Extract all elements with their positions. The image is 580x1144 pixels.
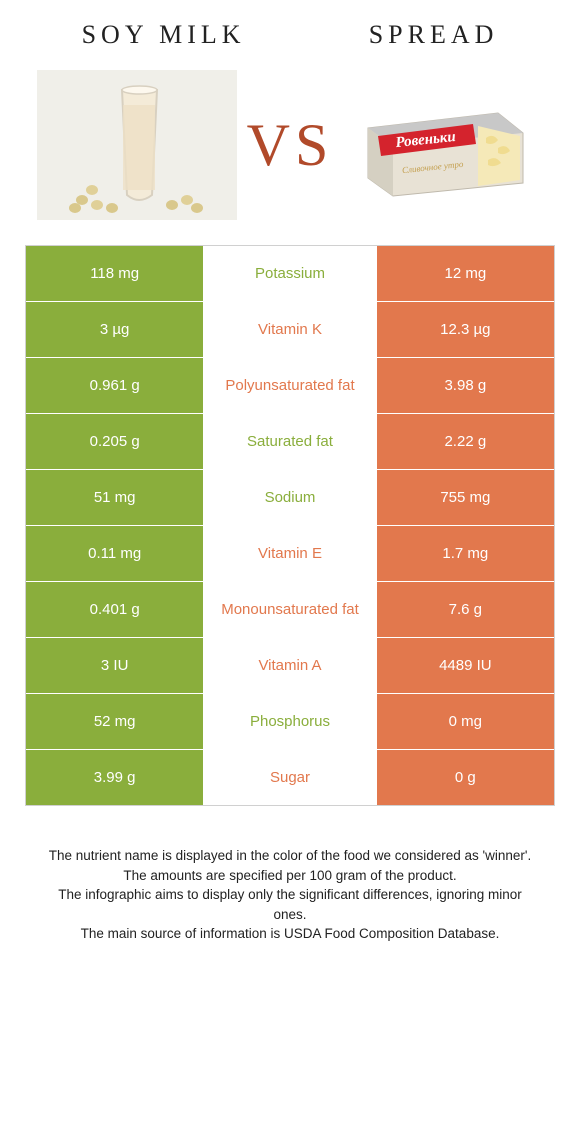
right-value: 1.7 mg xyxy=(377,526,554,581)
soymilk-image xyxy=(37,70,237,220)
footer-line: The infographic aims to display only the… xyxy=(45,885,535,924)
right-value: 12 mg xyxy=(377,246,554,301)
table-row: 52 mgPhosphorus0 mg xyxy=(26,694,554,750)
footer-line: The amounts are specified per 100 gram o… xyxy=(45,866,535,886)
table-row: 0.11 mgVitamin E1.7 mg xyxy=(26,526,554,582)
left-value: 51 mg xyxy=(26,470,203,525)
right-value: 0 mg xyxy=(377,694,554,749)
title-left: Soy milk xyxy=(82,20,246,50)
nutrient-name: Vitamin E xyxy=(203,526,376,581)
images-row: VS Ровеньки Сливочное утро xyxy=(20,70,560,220)
comparison-table: 118 mgPotassium12 mg3 µgVitamin K12.3 µg… xyxy=(25,245,555,806)
title-right: Spread xyxy=(369,20,499,50)
table-row: 0.961 gPolyunsaturated fat3.98 g xyxy=(26,358,554,414)
right-value: 3.98 g xyxy=(377,358,554,413)
right-value: 755 mg xyxy=(377,470,554,525)
vs-label: VS xyxy=(247,111,334,180)
table-row: 3.99 gSugar0 g xyxy=(26,750,554,806)
footer-line: The nutrient name is displayed in the co… xyxy=(45,846,535,866)
nutrient-name: Monounsaturated fat xyxy=(203,582,376,637)
left-value: 0.961 g xyxy=(26,358,203,413)
table-row: 0.401 gMonounsaturated fat7.6 g xyxy=(26,582,554,638)
left-value: 0.205 g xyxy=(26,414,203,469)
table-row: 51 mgSodium755 mg xyxy=(26,470,554,526)
nutrient-name: Vitamin A xyxy=(203,638,376,693)
nutrient-name: Saturated fat xyxy=(203,414,376,469)
right-value: 2.22 g xyxy=(377,414,554,469)
table-row: 118 mgPotassium12 mg xyxy=(26,246,554,302)
right-value: 12.3 µg xyxy=(377,302,554,357)
titles-row: Soy milk Spread xyxy=(20,20,560,50)
left-value: 52 mg xyxy=(26,694,203,749)
nutrient-name: Sodium xyxy=(203,470,376,525)
nutrient-name: Phosphorus xyxy=(203,694,376,749)
nutrient-name: Potassium xyxy=(203,246,376,301)
spread-image: Ровеньки Сливочное утро xyxy=(343,70,543,220)
nutrient-name: Sugar xyxy=(203,750,376,805)
footer-line: The main source of information is USDA F… xyxy=(45,924,535,944)
table-row: 3 µgVitamin K12.3 µg xyxy=(26,302,554,358)
table-row: 3 IUVitamin A4489 IU xyxy=(26,638,554,694)
right-value: 0 g xyxy=(377,750,554,805)
left-value: 3 IU xyxy=(26,638,203,693)
footer-notes: The nutrient name is displayed in the co… xyxy=(20,846,560,944)
nutrient-name: Vitamin K xyxy=(203,302,376,357)
left-value: 0.11 mg xyxy=(26,526,203,581)
right-value: 4489 IU xyxy=(377,638,554,693)
right-value: 7.6 g xyxy=(377,582,554,637)
left-value: 3 µg xyxy=(26,302,203,357)
left-value: 0.401 g xyxy=(26,582,203,637)
table-row: 0.205 gSaturated fat2.22 g xyxy=(26,414,554,470)
left-value: 3.99 g xyxy=(26,750,203,805)
nutrient-name: Polyunsaturated fat xyxy=(203,358,376,413)
left-value: 118 mg xyxy=(26,246,203,301)
